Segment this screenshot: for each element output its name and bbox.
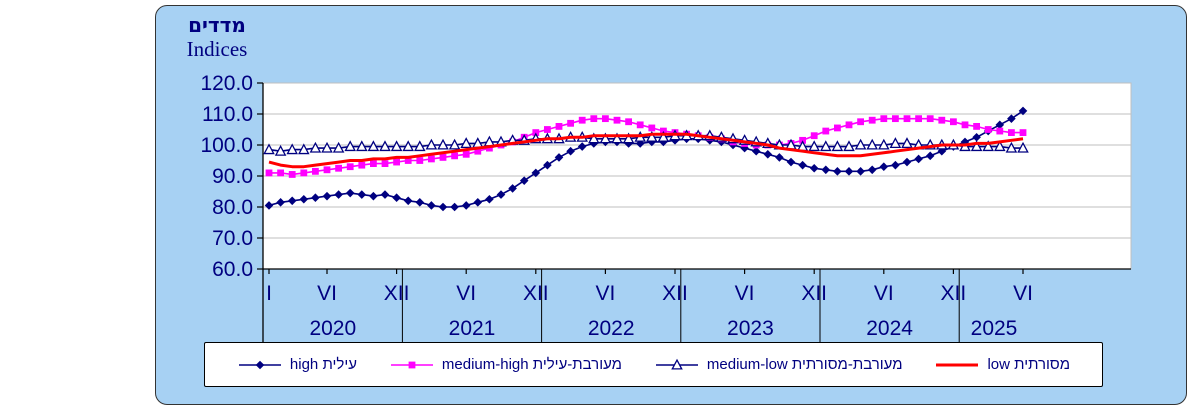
svg-text:XII: XII (941, 282, 967, 305)
svg-text:2023: 2023 (727, 317, 774, 340)
svg-text:80.0: 80.0 (212, 196, 253, 219)
svg-text:100.0: 100.0 (200, 134, 253, 157)
svg-text:60.0: 60.0 (212, 258, 253, 281)
svg-text:XII: XII (523, 282, 549, 305)
chart-title-block: מדדים Indices (166, 13, 268, 62)
svg-text:2021: 2021 (449, 317, 496, 340)
svg-text:90.0: 90.0 (212, 165, 253, 188)
chart-title-hebrew: מדדים (188, 13, 246, 37)
legend-label-medium-low: medium-low מעורבת-מסורתית (706, 356, 903, 373)
svg-text:110.0: 110.0 (202, 103, 253, 126)
svg-text:VI: VI (456, 282, 476, 305)
svg-text:2025: 2025 (971, 317, 1018, 340)
svg-text:120.0: 120.0 (200, 72, 253, 95)
svg-text:70.0: 70.0 (212, 227, 253, 250)
svg-text:2022: 2022 (588, 317, 635, 340)
svg-text:VI: VI (595, 282, 615, 305)
chart-title-english: Indices (186, 37, 248, 61)
svg-text:2024: 2024 (866, 317, 913, 340)
svg-text:VI: VI (1013, 282, 1033, 305)
legend-label-low: low מסורתית (987, 356, 1071, 373)
svg-text:XII: XII (801, 282, 827, 305)
indices-line-chart: 120.0 110.0 100.0 90.0 80.0 70.0 60.0 I VI XII VI X… (200, 72, 1132, 344)
legend-label-high: high עילית (289, 356, 357, 373)
medium-high-series-marker-icon (390, 361, 433, 368)
svg-text:XII: XII (384, 282, 410, 305)
medium-low-series-marker-icon (655, 358, 698, 370)
low-series-marker-icon (936, 363, 979, 366)
svg-text:XII: XII (662, 282, 688, 305)
svg-text:I: I (266, 282, 272, 305)
svg-text:VI: VI (874, 282, 894, 305)
high-series-marker-icon (238, 360, 281, 369)
legend-label-medium-high: medium-high מעורבת-עילית (441, 356, 622, 373)
legend-item-low: low מסורתית (934, 356, 1070, 373)
legend-item-high: high עילית (237, 356, 357, 373)
svg-text:VI: VI (735, 282, 755, 305)
svg-text:VI: VI (317, 282, 337, 305)
legend-item-medium-low: medium-low מעורבת-מסורתית (654, 356, 903, 373)
legend-item-medium-high: medium-high מעורבת-עילית (389, 356, 622, 373)
chart-panel: מדדים Indices 120.0 110.0 100.0 90.0 80.0 70.… (155, 5, 1187, 405)
chart-legend: high עילית medium-high מעורבת-עילית medi… (204, 342, 1103, 387)
svg-text:2020: 2020 (309, 317, 356, 340)
